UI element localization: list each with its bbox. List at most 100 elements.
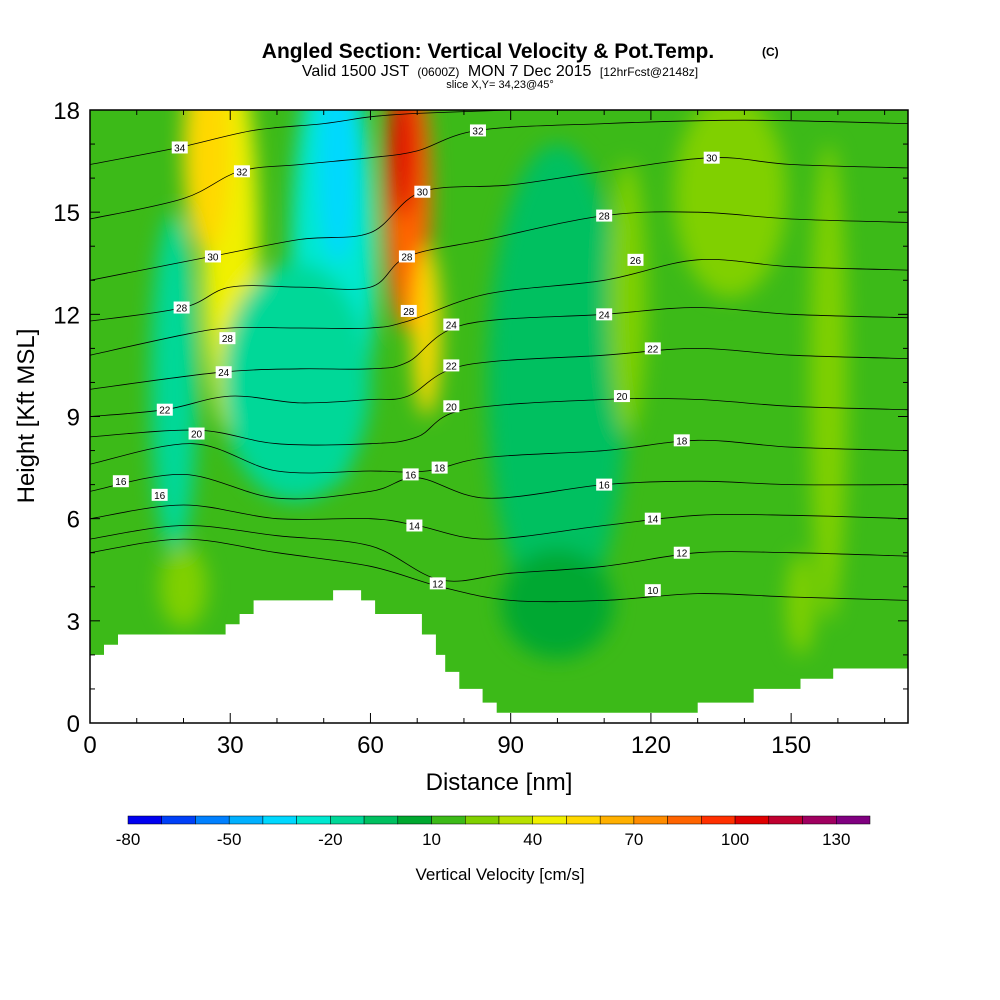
colorbar-swatch-2 bbox=[195, 815, 230, 825]
colorbar-tick-6: 100 bbox=[721, 830, 749, 849]
svg-text:16: 16 bbox=[154, 491, 166, 502]
x-axis-ticks: 0 30 60 90 120 150 bbox=[83, 110, 886, 759]
svg-text:28: 28 bbox=[401, 252, 413, 263]
svg-text:26: 26 bbox=[630, 256, 642, 267]
contour-label-1: 32 bbox=[233, 165, 250, 178]
subtitle-forecast: [12hrFcst@2148z] bbox=[600, 65, 698, 79]
velocity-region-10 bbox=[674, 110, 787, 298]
isentrope-12 bbox=[90, 525, 908, 582]
velocity-region-12 bbox=[608, 161, 647, 434]
velocity-region-8 bbox=[150, 212, 198, 553]
isentrope-18 bbox=[90, 439, 908, 474]
contour-label-17: 18 bbox=[431, 461, 448, 475]
contour-label-9: 16 bbox=[151, 488, 168, 502]
svg-text:30: 30 bbox=[417, 188, 429, 199]
slice-label: slice X,Y= 34,23@45° bbox=[446, 79, 554, 91]
isentrope-14 bbox=[90, 504, 908, 540]
svg-text:18: 18 bbox=[434, 464, 446, 475]
contour-label-2: 30 bbox=[204, 250, 221, 263]
colorbar-tick-2: -20 bbox=[318, 830, 343, 849]
y-tick-label-5: 15 bbox=[53, 200, 80, 227]
contour-label-23: 26 bbox=[627, 253, 644, 267]
svg-text:22: 22 bbox=[159, 406, 171, 417]
y-tick-label-3: 9 bbox=[67, 405, 80, 432]
contour-label-7: 20 bbox=[188, 427, 205, 441]
plot-area: 34 32 30 28 28 24 22 20 16 16 32 30 28 28 24 22 20 18 16 14… bbox=[90, 110, 908, 723]
colorbar-tick-7: 130 bbox=[822, 830, 850, 849]
isentrope-32 bbox=[90, 119, 908, 220]
svg-text:32: 32 bbox=[236, 167, 248, 178]
x-axis-label: Distance [nm] bbox=[426, 769, 573, 796]
contour-label-5: 24 bbox=[215, 366, 232, 379]
svg-text:22: 22 bbox=[446, 361, 458, 372]
isentrope-28 bbox=[90, 211, 908, 322]
contour-label-21: 30 bbox=[703, 151, 720, 165]
chart-subtitle: Valid 1500 JST (0600Z) MON 7 Dec 2015 [1… bbox=[302, 63, 698, 80]
svg-text:12: 12 bbox=[676, 549, 688, 560]
contour-label-6: 22 bbox=[156, 403, 173, 417]
contour-label-0: 34 bbox=[171, 141, 188, 154]
svg-text:20: 20 bbox=[616, 392, 628, 403]
svg-text:14: 14 bbox=[409, 521, 421, 532]
contour-label-20: 12 bbox=[429, 577, 446, 590]
colorbar-swatch-15 bbox=[633, 815, 668, 825]
y-tick-label-0: 0 bbox=[67, 711, 80, 738]
contour-label-18: 16 bbox=[402, 468, 419, 481]
velocity-region-13 bbox=[786, 552, 815, 655]
isentrope-10 bbox=[90, 538, 908, 603]
colorbar-swatch-5 bbox=[296, 815, 331, 825]
contour-label-14: 24 bbox=[443, 318, 460, 332]
colorbar-swatch-1 bbox=[161, 815, 196, 825]
y-tick-label-6: 18 bbox=[53, 98, 80, 125]
contour-label-24: 24 bbox=[596, 308, 613, 321]
svg-text:20: 20 bbox=[191, 430, 203, 441]
svg-text:20: 20 bbox=[446, 402, 458, 413]
velocity-region-3 bbox=[319, 110, 357, 264]
svg-text:34: 34 bbox=[174, 143, 186, 154]
colorbar-swatch-4 bbox=[262, 815, 297, 825]
chart-title-mark: (C) bbox=[762, 45, 779, 59]
isentrope-30 bbox=[90, 157, 908, 281]
svg-text:24: 24 bbox=[446, 321, 458, 332]
contour-label-16: 20 bbox=[443, 400, 460, 413]
isentrope-24 bbox=[90, 307, 908, 390]
velocity-region-5 bbox=[389, 110, 418, 219]
svg-text:32: 32 bbox=[472, 126, 484, 137]
colorbar-swatch-11 bbox=[498, 815, 533, 825]
colorbar-swatch-14 bbox=[599, 815, 635, 825]
y-tick-label-2: 6 bbox=[67, 507, 80, 534]
colorbar-swatch-9 bbox=[431, 815, 466, 825]
colorbar: -80 -50 -20 10 40 70 100 130 bbox=[116, 815, 871, 849]
svg-text:24: 24 bbox=[599, 310, 611, 321]
colorbar-tick-4: 40 bbox=[523, 830, 542, 849]
contour-label-3: 28 bbox=[173, 301, 190, 315]
contour-label-12: 28 bbox=[398, 250, 415, 263]
contour-label-10: 32 bbox=[469, 124, 486, 137]
svg-text:12: 12 bbox=[432, 579, 444, 590]
subtitle-valid: Valid 1500 JST bbox=[302, 63, 410, 80]
velocity-region-6 bbox=[412, 246, 441, 417]
subtitle-date: MON 7 Dec 2015 bbox=[468, 63, 592, 80]
svg-text:22: 22 bbox=[647, 344, 659, 355]
isentrope-22 bbox=[90, 347, 908, 417]
contour-label-8: 16 bbox=[112, 475, 129, 488]
isentrope-20 bbox=[90, 398, 908, 446]
colorbar-swatch-3 bbox=[228, 815, 264, 825]
y-axis-ticks: 0 3 6 9 12 15 18 bbox=[53, 98, 908, 738]
x-tick-label-5: 150 bbox=[771, 732, 811, 759]
colorbar-swatch-21 bbox=[836, 815, 871, 825]
velocity-region-15 bbox=[501, 549, 614, 659]
contour-label-15: 22 bbox=[443, 359, 460, 372]
contour-label-30: 12 bbox=[673, 546, 690, 560]
subtitle-utc: (0600Z) bbox=[417, 65, 459, 79]
velocity-region-9 bbox=[487, 144, 628, 621]
contour-label-13: 28 bbox=[400, 304, 417, 318]
contour-label-22: 28 bbox=[596, 209, 613, 223]
velocity-region-1 bbox=[183, 110, 231, 254]
contour-label-31: 10 bbox=[644, 584, 661, 597]
svg-text:10: 10 bbox=[647, 586, 659, 597]
svg-text:14: 14 bbox=[647, 515, 659, 526]
svg-text:28: 28 bbox=[403, 307, 415, 318]
